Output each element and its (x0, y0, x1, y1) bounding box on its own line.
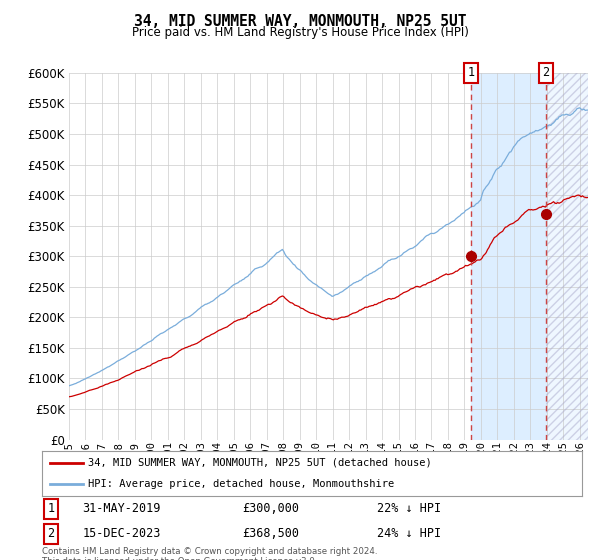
Text: 2: 2 (47, 528, 55, 540)
Text: 34, MID SUMMER WAY, MONMOUTH, NP25 5UT (detached house): 34, MID SUMMER WAY, MONMOUTH, NP25 5UT (… (88, 458, 431, 468)
Text: £368,500: £368,500 (242, 528, 299, 540)
Text: 22% ↓ HPI: 22% ↓ HPI (377, 502, 441, 515)
Text: 24% ↓ HPI: 24% ↓ HPI (377, 528, 441, 540)
Text: HPI: Average price, detached house, Monmouthshire: HPI: Average price, detached house, Monm… (88, 478, 394, 488)
Text: Price paid vs. HM Land Registry's House Price Index (HPI): Price paid vs. HM Land Registry's House … (131, 26, 469, 39)
Text: 34, MID SUMMER WAY, MONMOUTH, NP25 5UT: 34, MID SUMMER WAY, MONMOUTH, NP25 5UT (134, 14, 466, 29)
Text: 1: 1 (467, 66, 475, 80)
Text: 1: 1 (47, 502, 55, 515)
Bar (471, 73, 546, 440)
Text: 15-DEC-2023: 15-DEC-2023 (83, 528, 161, 540)
Text: Contains HM Land Registry data © Crown copyright and database right 2024.
This d: Contains HM Land Registry data © Crown c… (42, 547, 377, 560)
Bar (546, 73, 588, 440)
Text: 31-MAY-2019: 31-MAY-2019 (83, 502, 161, 515)
Text: £300,000: £300,000 (242, 502, 299, 515)
Bar (546, 73, 588, 440)
Text: 2: 2 (542, 66, 550, 80)
